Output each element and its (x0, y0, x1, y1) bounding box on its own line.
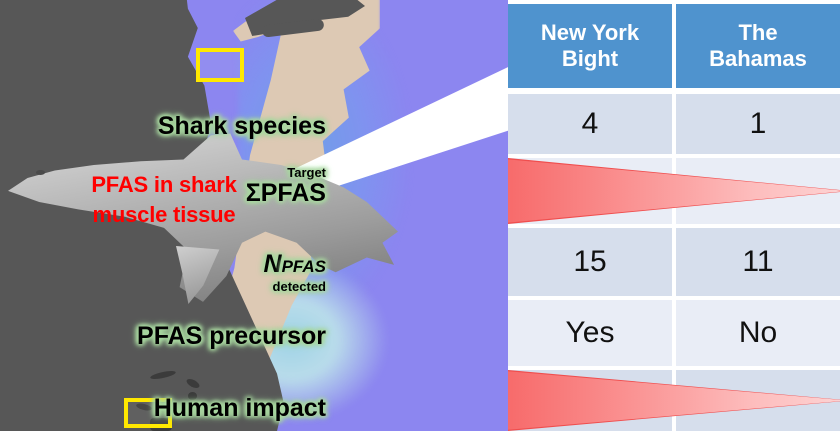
highlight-box-bahamas (124, 398, 172, 428)
row-label-shark-species: Shark species (158, 104, 326, 148)
table-header-new-york-bight: New York Bight (508, 4, 672, 88)
header-bah-line-2: Bahamas (709, 46, 807, 71)
row-label-n-pfas-detected: NPFAS detected (264, 244, 326, 300)
table-header-the-bahamas: The Bahamas (676, 4, 840, 88)
row-label-pfas-precursor-text: PFAS precursor (137, 321, 326, 350)
row-label-pfas-precursor: PFAS precursor (137, 318, 326, 354)
map-caption: PFAS in shark muscle tissue (40, 170, 288, 230)
shark-eye (36, 170, 45, 175)
row-label-human-impact: Human impact (154, 390, 326, 426)
cell-shark-species-ny: 4 (508, 94, 672, 154)
row-label-n-symbol: N (263, 249, 282, 278)
map-caption-line-1: PFAS in shark (91, 172, 237, 197)
cell-shark-species-bahamas: 1 (676, 94, 840, 154)
row-label-human-impact-text: Human impact (153, 393, 326, 422)
cell-n-pfas-bahamas: 11 (676, 228, 840, 296)
table-header-row: New York Bight The Bahamas (508, 4, 840, 88)
table-row (508, 158, 840, 224)
highlight-box-new-york-bight (196, 48, 244, 82)
row-label-pfas-subscript: PFAS (281, 256, 326, 276)
row-label-target-prefix: Target (287, 164, 326, 180)
header-ny-line-2: Bight (561, 46, 619, 71)
cell-n-pfas-ny: 15 (508, 228, 672, 296)
header-ny-line-1: New York (540, 20, 640, 45)
comparison-table: New York Bight The Bahamas 4 1 15 11 (508, 0, 840, 431)
table-row (508, 370, 840, 431)
header-bah-line-1: The (738, 20, 778, 45)
map-caption-line-2: muscle tissue (92, 202, 236, 227)
table-row: Yes No (508, 300, 840, 366)
row-label-detected-suffix: detected (272, 278, 326, 294)
row-label-shark-species-text: Shark species (157, 111, 326, 140)
cell-precursor-bahamas: No (676, 300, 840, 366)
cell-precursor-ny: Yes (508, 300, 672, 366)
map-panel: PFAS in shark muscle tissue (0, 0, 512, 431)
row-label-target-sum-pfas: Target ΣPFAS (246, 160, 326, 212)
table-row: 4 1 (508, 94, 840, 154)
row-label-n-pfas-line: NPFAS (263, 249, 326, 280)
bahamas-island (188, 392, 197, 400)
row-label-sum-pfas-text: ΣPFAS (245, 178, 326, 207)
table-row: 15 11 (508, 228, 840, 296)
